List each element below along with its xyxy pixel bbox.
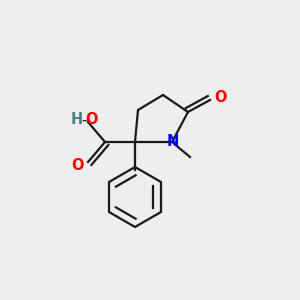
Text: O: O: [72, 158, 84, 172]
Text: H: H: [71, 112, 83, 128]
Text: -: -: [81, 112, 87, 128]
Text: O: O: [86, 112, 98, 128]
Text: O: O: [214, 91, 226, 106]
Text: N: N: [167, 134, 179, 148]
